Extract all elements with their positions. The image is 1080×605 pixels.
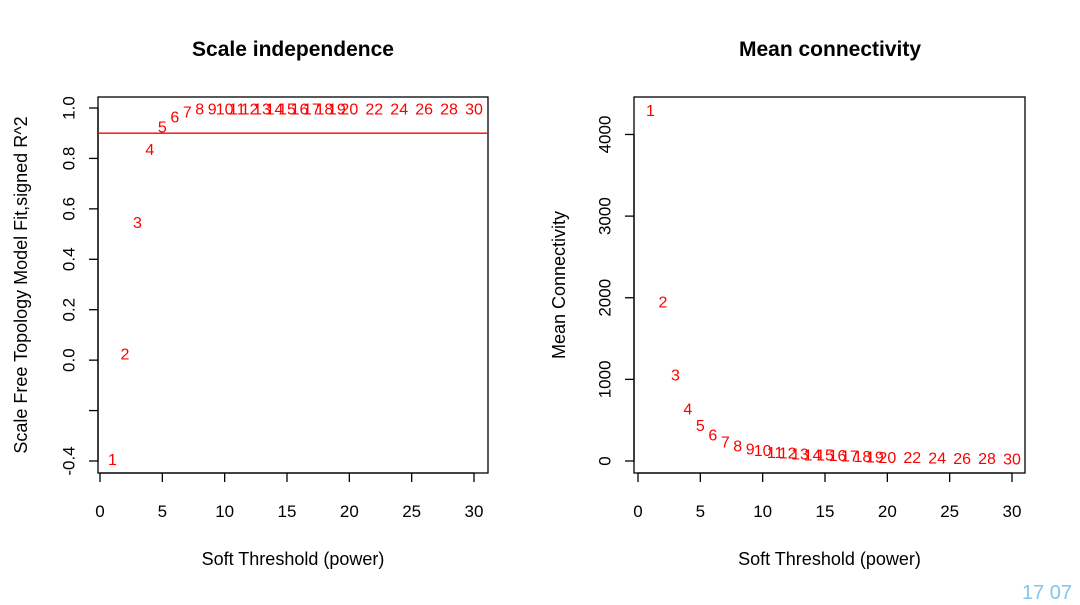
data-point-label: 20 bbox=[340, 102, 358, 119]
x-tick-label: 20 bbox=[878, 502, 897, 521]
data-point-label: 26 bbox=[953, 451, 971, 468]
data-point-label: 22 bbox=[903, 450, 921, 467]
data-point-label: 9 bbox=[746, 442, 755, 459]
data-point-label: 22 bbox=[365, 102, 383, 119]
data-point-label: 30 bbox=[1003, 451, 1021, 468]
x-axis: 0 5 10 15 20 25 30 bbox=[633, 472, 1022, 521]
data-point-label: 17 bbox=[303, 102, 321, 119]
data-point-label: 16 bbox=[291, 102, 309, 119]
data-point-label: 12 bbox=[779, 446, 797, 463]
data-point-label: 8 bbox=[733, 438, 742, 455]
data-point-label: 7 bbox=[183, 104, 192, 121]
x-tick-label: 0 bbox=[95, 502, 104, 521]
data-point-label: 26 bbox=[415, 102, 433, 119]
data-point-label: 1 bbox=[646, 103, 655, 120]
x-tick-label: 10 bbox=[215, 502, 234, 521]
y-tick-label: 0.4 bbox=[59, 247, 78, 271]
x-tick-label: 5 bbox=[696, 502, 705, 521]
data-point-label: 3 bbox=[133, 215, 142, 232]
y-tick-label: 0.8 bbox=[59, 147, 78, 171]
y-axis: 0 1000 2000 3000 4000 bbox=[595, 116, 635, 466]
data-point-label: 18 bbox=[316, 102, 334, 119]
data-point-label: 18 bbox=[854, 449, 872, 466]
y-axis-title: Mean Connectivity bbox=[549, 211, 569, 359]
data-point-label: 13 bbox=[791, 447, 809, 464]
y-tick-label: -0.4 bbox=[59, 446, 78, 475]
corner-watermark-text: 17 07 bbox=[1021, 582, 1072, 604]
y-tick-label: 1.0 bbox=[59, 96, 78, 120]
data-point-label: 3 bbox=[671, 367, 680, 384]
x-tick-label: 25 bbox=[402, 502, 421, 521]
data-point-label: 15 bbox=[278, 102, 296, 119]
data-point-label: 2 bbox=[120, 346, 129, 363]
y-tick-label: 4000 bbox=[595, 116, 614, 154]
data-point-label: 6 bbox=[708, 428, 717, 445]
data-point-label: 6 bbox=[170, 109, 179, 126]
y-tick-label: 0 bbox=[595, 456, 614, 465]
x-tick-label: 15 bbox=[816, 502, 835, 521]
data-point-label: 14 bbox=[266, 102, 284, 119]
y-tick-label: 0.2 bbox=[59, 298, 78, 322]
x-tick-label: 25 bbox=[940, 502, 959, 521]
x-tick-label: 20 bbox=[340, 502, 359, 521]
data-point-label: 28 bbox=[978, 451, 996, 468]
y-tick-label: 0.0 bbox=[59, 348, 78, 372]
x-axis-title: Soft Threshold (power) bbox=[738, 549, 921, 569]
data-point-label: 7 bbox=[721, 434, 730, 451]
data-point-label: 1 bbox=[108, 452, 117, 469]
data-point-label: 5 bbox=[158, 119, 167, 136]
y-tick-label: 3000 bbox=[595, 197, 614, 235]
x-tick-label: 10 bbox=[753, 502, 772, 521]
data-point-label: 10 bbox=[216, 102, 234, 119]
y-axis: -0.4 0.0 0.2 0.4 0.6 0.8 1.0 bbox=[59, 96, 99, 476]
data-point-label: 28 bbox=[440, 102, 458, 119]
data-point-label: 17 bbox=[841, 449, 859, 466]
y-axis-title: Scale Free Topology Model Fit,signed R^2 bbox=[11, 116, 31, 453]
y-tick-label: 1000 bbox=[595, 360, 614, 398]
plot-frame bbox=[633, 96, 1026, 474]
x-axis-title: Soft Threshold (power) bbox=[202, 549, 385, 569]
y-tick-label: 0.6 bbox=[59, 197, 78, 221]
data-point-label: 5 bbox=[696, 418, 705, 435]
data-point-label: 4 bbox=[683, 402, 692, 419]
data-point-label: 19 bbox=[328, 102, 346, 119]
data-point-label: 10 bbox=[754, 443, 772, 460]
chart-title: Mean connectivity bbox=[739, 38, 921, 61]
data-point-label: 30 bbox=[465, 102, 483, 119]
x-tick-label: 15 bbox=[278, 502, 297, 521]
data-point-label: 11 bbox=[229, 102, 246, 119]
data-point-label: 19 bbox=[866, 449, 884, 466]
data-point-label: 4 bbox=[145, 142, 154, 159]
data-point-label: 2 bbox=[658, 295, 667, 312]
data-point-label: 12 bbox=[241, 102, 259, 119]
data-point-label: 13 bbox=[253, 102, 271, 119]
x-tick-label: 5 bbox=[158, 502, 167, 521]
x-tick-label: 30 bbox=[465, 502, 484, 521]
data-point-label: 9 bbox=[208, 102, 217, 119]
data-point-label: 11 bbox=[767, 445, 784, 462]
data-point-label: 24 bbox=[390, 102, 408, 119]
data-point-label: 14 bbox=[804, 447, 822, 464]
data-point-label: 15 bbox=[816, 448, 834, 465]
data-point-label: 8 bbox=[195, 102, 204, 119]
chart-title: Scale independence bbox=[192, 38, 394, 61]
x-tick-label: 30 bbox=[1003, 502, 1022, 521]
data-point-label: 20 bbox=[878, 450, 896, 467]
plot-frame bbox=[97, 96, 489, 474]
y-tick-label: 2000 bbox=[595, 279, 614, 317]
x-axis: 0 5 10 15 20 25 30 bbox=[95, 472, 484, 521]
x-tick-label: 0 bbox=[633, 502, 642, 521]
data-point-label: 16 bbox=[829, 448, 847, 465]
data-point-label: 24 bbox=[928, 451, 946, 468]
